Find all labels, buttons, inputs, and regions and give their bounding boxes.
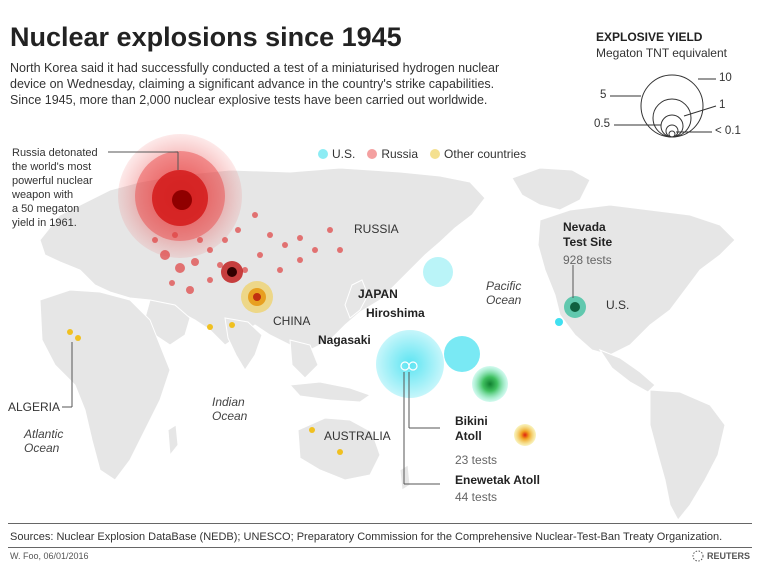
madagascar-shape [167,424,179,457]
yield-legend-circles [610,74,717,138]
yield-legend-title: EXPLOSIVE YIELD [596,30,703,44]
label-china: CHINA [273,314,311,328]
yield-label-1: 1 [719,99,726,111]
indian-line-1: Indian [212,395,245,409]
footer-rule-top [8,523,752,524]
legend-item-us: U.S. [318,147,355,161]
atlantic-line-2: Ocean [24,441,60,455]
russia-note: Russia detonated the world's most powerf… [12,146,98,230]
yield-label-10: 10 [719,72,732,84]
russia-tests [118,134,343,294]
south-america-shape [649,389,726,521]
label-pacific-ocean: Pacific Ocean [486,279,521,307]
north-america-shape [537,204,736,356]
greenland-shape [511,167,591,211]
russia-note-line-5: a 50 megaton [12,203,80,215]
enewetak-title: Enewetak Atoll [455,473,540,487]
label-japan: JAPAN [358,287,398,301]
indian-line-2: Ocean [212,409,248,423]
legend-item-russia: Russia [367,147,418,161]
yield-label-5: 5 [600,89,607,101]
legend-dot-other [430,149,441,159]
legend-label-russia: Russia [381,147,419,161]
nevada-title: Nevada Test Site [563,220,612,250]
label-australia: AUSTRALIA [324,429,391,443]
label-atlantic-ocean: Atlantic Ocean [24,427,63,455]
legend-item-other: Other countries [430,147,526,161]
page-title: Nuclear explosions since 1945 [10,22,402,52]
nevada-title-line-1: Nevada [563,220,606,234]
bikini-title-line-2: Atoll [455,429,482,443]
credit: W. Foo, 06/01/2016 [10,551,89,561]
yield-label-half: 0.5 [594,118,610,130]
legend-label-us: U.S. [332,147,356,161]
bikini-title-line-1: Bikini [455,414,488,428]
footer-rule-bottom [8,547,752,548]
new-zealand-shape [399,464,411,491]
reuters-logo: REUTERS [692,550,750,562]
sources: Sources: Nuclear Explosion DataBase (NED… [10,531,723,543]
subtitle-line-2: device on Wednesday, claiming a signific… [10,77,495,91]
subtitle-line-1: North Korea said it had successfully con… [10,61,500,75]
label-algeria: ALGERIA [8,400,61,414]
legend-label-other: Other countries [444,147,527,161]
russia-note-line-3: powerful nuclear [12,175,93,187]
color-legend: U.S. Russia Other countries [318,147,526,161]
enewetak-count: 44 tests [455,490,498,504]
bikini-count: 23 tests [455,453,498,467]
indonesia-shape [288,381,372,403]
label-nagasaki: Nagasaki [318,333,371,347]
atlantic-line-1: Atlantic [24,427,64,441]
subtitle: North Korea said it had successfully con… [10,60,570,108]
central-america-shape [598,348,656,393]
pacific-line-1: Pacific [486,279,522,293]
label-russia: RUSSIA [354,222,399,236]
label-us: U.S. [606,298,630,312]
label-hiroshima: Hiroshima [366,306,425,320]
bikini-title: Bikini Atoll [455,414,488,444]
russia-note-line-4: weapon with [12,189,74,201]
reuters-brand: REUTERS [706,551,750,561]
australia-shape [297,417,381,481]
nevada-title-line-2: Test Site [563,235,613,249]
other-tests [67,281,536,455]
pacific-line-2: Ocean [486,293,522,307]
yield-legend-subtitle: Megaton TNT equivalent [596,46,727,60]
yield-label-lt: < 0.1 [715,125,741,137]
russia-note-line-1: Russia detonated [12,147,98,159]
subtitle-line-3: Since 1945, more than 2,000 nuclear expl… [10,93,488,107]
russia-note-line-6: yield in 1961. [12,217,77,229]
russia-note-line-2: the world's most [12,161,92,173]
label-indian-ocean: Indian Ocean [212,395,247,423]
nevada-count: 928 tests [563,253,612,267]
legend-dot-us [318,149,328,159]
se-asia-shape [289,339,319,379]
reuters-dots-icon [692,550,704,562]
india-shape [224,317,263,371]
japan-shape [344,279,369,319]
legend-dot-russia [367,149,378,159]
